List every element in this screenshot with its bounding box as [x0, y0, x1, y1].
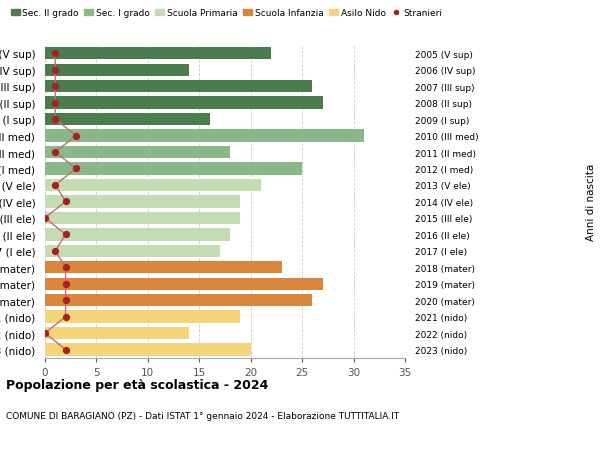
Point — [61, 198, 70, 206]
Bar — [45, 344, 251, 356]
Text: COMUNE DI BARAGIANO (PZ) - Dati ISTAT 1° gennaio 2024 - Elaborazione TUTTITALIA.: COMUNE DI BARAGIANO (PZ) - Dati ISTAT 1°… — [6, 411, 399, 420]
Bar — [45, 278, 323, 290]
Point — [50, 116, 60, 123]
Point — [50, 100, 60, 107]
Point — [61, 297, 70, 304]
Point — [71, 165, 80, 173]
Bar — [45, 327, 189, 340]
Bar — [45, 212, 241, 224]
Bar — [45, 97, 323, 110]
Bar — [45, 130, 364, 142]
Bar — [45, 163, 302, 175]
Bar — [45, 48, 271, 60]
Point — [40, 215, 50, 222]
Point — [71, 133, 80, 140]
Point — [61, 280, 70, 288]
Text: Anni di nascita: Anni di nascita — [586, 163, 596, 241]
Point — [61, 264, 70, 271]
Point — [61, 313, 70, 321]
Bar — [45, 64, 189, 77]
Bar — [45, 311, 241, 323]
Point — [50, 50, 60, 58]
Bar — [45, 81, 313, 93]
Point — [50, 149, 60, 157]
Bar — [45, 294, 313, 307]
Point — [50, 83, 60, 90]
Bar — [45, 245, 220, 257]
Text: Popolazione per età scolastica - 2024: Popolazione per età scolastica - 2024 — [6, 379, 268, 392]
Point — [40, 330, 50, 337]
Bar — [45, 114, 209, 126]
Point — [61, 231, 70, 239]
Bar — [45, 229, 230, 241]
Point — [50, 182, 60, 189]
Point — [61, 346, 70, 353]
Bar — [45, 146, 230, 159]
Bar — [45, 196, 241, 208]
Point — [50, 247, 60, 255]
Legend: Sec. II grado, Sec. I grado, Scuola Primaria, Scuola Infanzia, Asilo Nido, Stran: Sec. II grado, Sec. I grado, Scuola Prim… — [11, 9, 442, 18]
Point — [50, 67, 60, 74]
Bar — [45, 179, 261, 192]
Bar — [45, 262, 281, 274]
